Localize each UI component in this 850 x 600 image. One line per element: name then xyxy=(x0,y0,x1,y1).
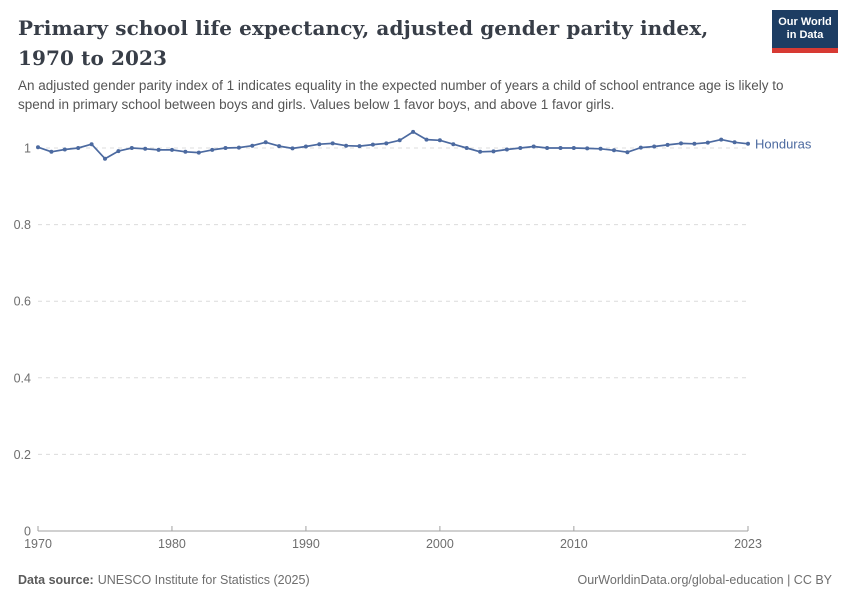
y-axis-tick-label: 0.4 xyxy=(14,371,31,385)
data-source-label: Data source: xyxy=(18,573,94,587)
owid-logo-line2: in Data xyxy=(786,29,824,41)
x-axis-tick-label: 1980 xyxy=(158,537,186,551)
data-point[interactable] xyxy=(384,141,389,146)
data-point[interactable] xyxy=(732,140,737,145)
x-axis-tick-label: 1990 xyxy=(292,537,320,551)
series-label-honduras: Honduras xyxy=(755,136,812,151)
data-point[interactable] xyxy=(370,142,375,147)
data-point[interactable] xyxy=(598,146,603,151)
y-axis-tick-label: 0.6 xyxy=(14,295,31,309)
data-point[interactable] xyxy=(129,146,134,150)
data-point[interactable] xyxy=(183,149,188,154)
data-point[interactable] xyxy=(116,149,121,154)
data-point[interactable] xyxy=(76,146,81,150)
data-point[interactable] xyxy=(531,144,536,149)
data-point[interactable] xyxy=(719,137,724,142)
data-point[interactable] xyxy=(236,145,241,150)
data-point[interactable] xyxy=(411,129,416,134)
data-point[interactable] xyxy=(437,138,442,143)
data-point[interactable] xyxy=(170,147,174,152)
data-point[interactable] xyxy=(36,145,40,150)
data-point[interactable] xyxy=(612,148,616,153)
data-point[interactable] xyxy=(357,144,362,149)
data-point[interactable] xyxy=(89,142,94,147)
data-point[interactable] xyxy=(491,149,496,154)
data-point[interactable] xyxy=(62,147,67,152)
data-point[interactable] xyxy=(585,146,590,151)
data-point[interactable] xyxy=(143,146,148,151)
data-point[interactable] xyxy=(746,141,750,146)
data-point[interactable] xyxy=(464,146,469,150)
data-source-note: Data source: UNESCO Institute for Statist… xyxy=(18,573,310,587)
series-line-honduras[interactable] xyxy=(37,131,749,160)
data-point[interactable] xyxy=(397,138,402,143)
data-point[interactable] xyxy=(330,141,335,146)
owid-logo: Our World in Data xyxy=(772,10,838,53)
data-point[interactable] xyxy=(196,150,201,155)
data-point[interactable] xyxy=(290,146,295,151)
page-title: Primary school life expectancy, adjusted… xyxy=(18,16,709,70)
credit-note: OurWorldinData.org/global-education | CC… xyxy=(577,573,832,587)
data-point[interactable] xyxy=(705,140,710,145)
chart-footer: Data source: UNESCO Institute for Statist… xyxy=(18,573,832,587)
data-point[interactable] xyxy=(504,147,509,152)
data-point[interactable] xyxy=(478,149,483,154)
data-point[interactable] xyxy=(223,146,228,150)
data-point[interactable] xyxy=(250,143,255,148)
data-point[interactable] xyxy=(545,146,550,150)
data-point[interactable] xyxy=(344,143,349,148)
data-point[interactable] xyxy=(665,142,670,147)
y-axis-tick-label: 0.2 xyxy=(14,448,31,462)
data-point[interactable] xyxy=(317,142,322,147)
data-point[interactable] xyxy=(451,142,456,147)
data-point[interactable] xyxy=(625,150,630,155)
y-axis-tick-label: 0 xyxy=(24,525,31,539)
data-point[interactable] xyxy=(558,146,563,150)
data-point[interactable] xyxy=(424,137,429,142)
data-point[interactable] xyxy=(49,149,54,154)
data-point[interactable] xyxy=(638,145,643,150)
data-point[interactable] xyxy=(679,141,683,146)
data-point[interactable] xyxy=(692,141,697,146)
y-axis-tick-label: 0.8 xyxy=(14,218,31,232)
chart-subtitle: An adjusted gender parity index of 1 ind… xyxy=(18,78,784,112)
x-axis-tick-label: 2000 xyxy=(426,537,454,551)
data-point[interactable] xyxy=(263,140,268,145)
x-axis-tick-label: 2010 xyxy=(560,537,588,551)
data-point[interactable] xyxy=(571,146,576,150)
data-point[interactable] xyxy=(210,147,215,152)
data-point[interactable] xyxy=(518,146,523,150)
owid-logo-line1: Our World xyxy=(778,16,832,28)
data-point[interactable] xyxy=(277,144,282,149)
data-point[interactable] xyxy=(303,144,308,149)
x-axis-tick-label: 2023 xyxy=(734,537,762,551)
y-axis-tick-label: 1 xyxy=(24,142,31,156)
data-source-text: UNESCO Institute for Statistics (2025) xyxy=(97,573,310,587)
data-point[interactable] xyxy=(652,144,657,149)
x-axis-tick-label: 1970 xyxy=(24,537,52,551)
data-point[interactable] xyxy=(156,147,161,152)
data-point[interactable] xyxy=(103,156,107,161)
